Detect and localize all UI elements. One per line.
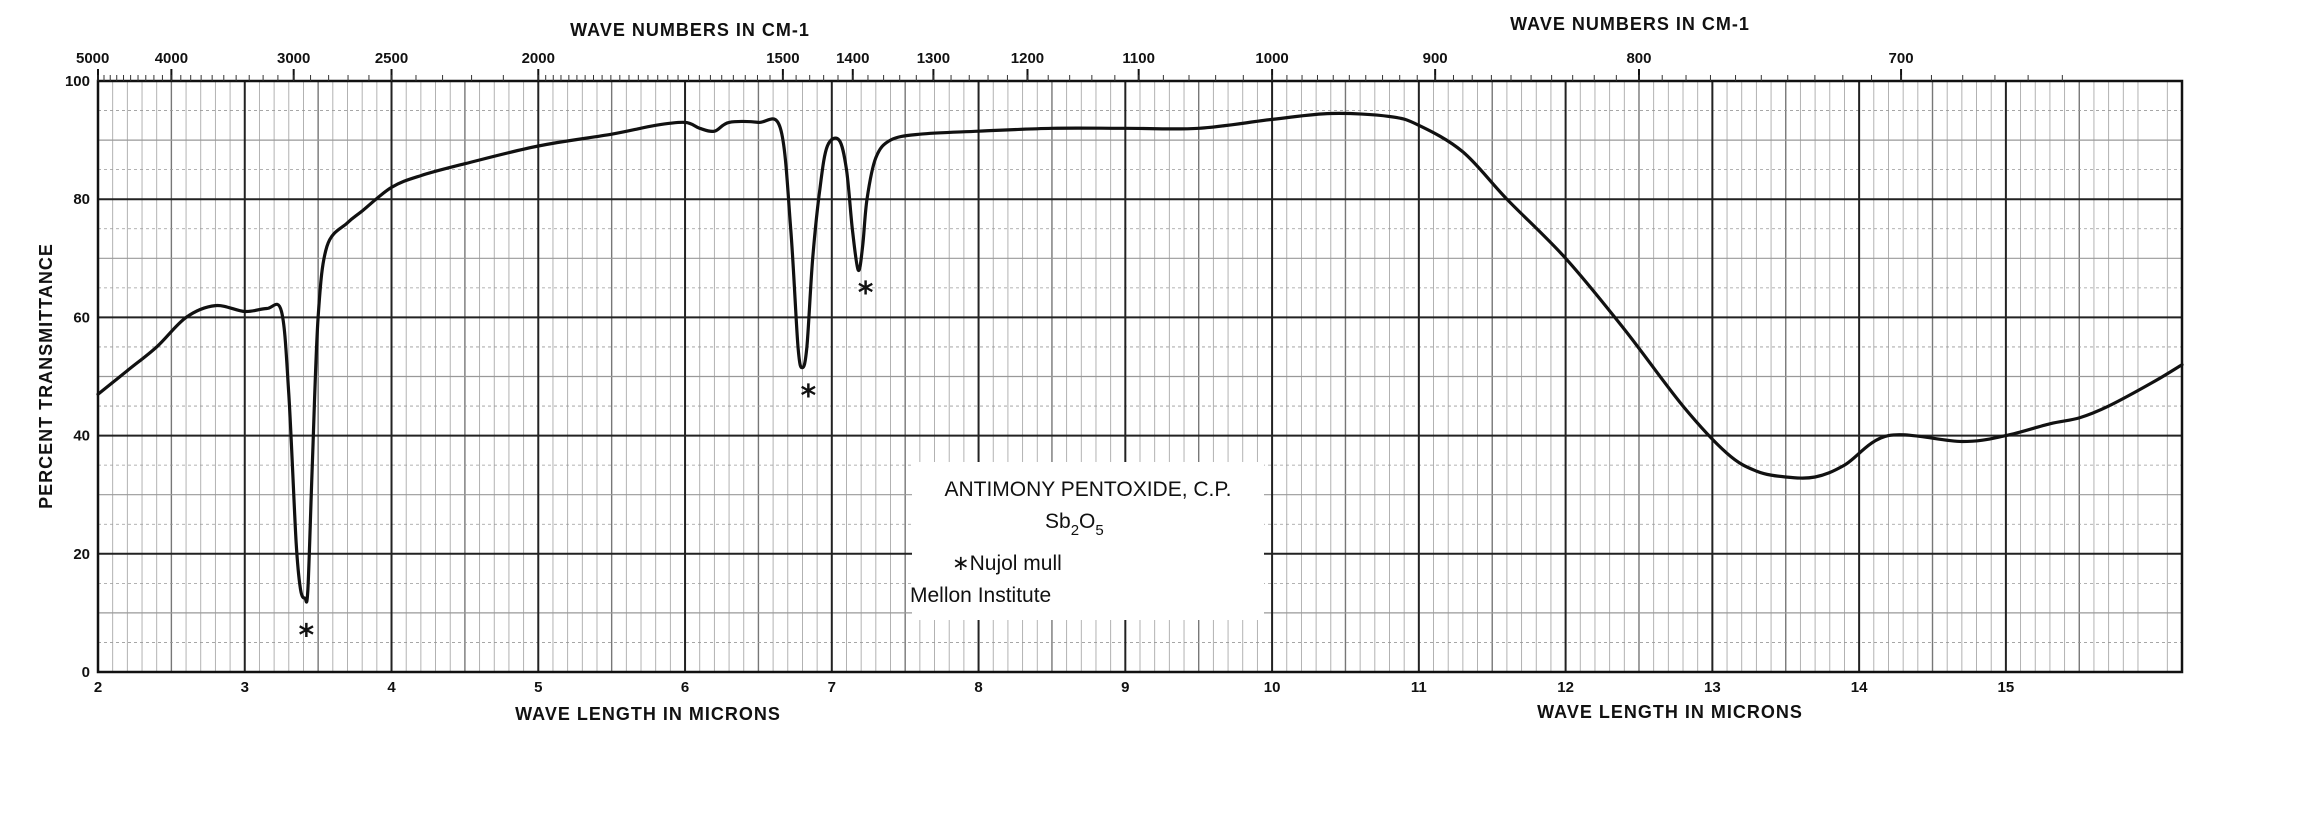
wavenumber-tick-labels: 5000 4000 3000 2500 2000 1500 1400 1300 1200 1100…: [76, 50, 1914, 67]
x-tick-label: 2: [94, 679, 102, 696]
y-tick-label: 100: [65, 73, 90, 90]
x-axis-title-right: WAVE LENGTH IN MICRONS: [1537, 702, 1803, 722]
x-tick-label: 6: [681, 679, 689, 696]
annotation-formula: Sb2O5: [1045, 510, 1104, 539]
top-axis-title-right: WAVE NUMBERS IN CM-1: [1510, 14, 1750, 34]
x-tick-label: 13: [1704, 679, 1721, 696]
x-axis-title-left: WAVE LENGTH IN MICRONS: [515, 704, 781, 724]
wavenumber-tick-label: 1000: [1255, 50, 1288, 67]
x-tick-label: 7: [828, 679, 836, 696]
y-tick-labels: 0 20 40 60 80 100: [65, 73, 90, 681]
annotation-background: [912, 462, 1264, 620]
spectrum-line: [96, 111, 2184, 604]
x-tick-label: 4: [387, 679, 396, 696]
wavenumber-tick-label: 4000: [155, 50, 188, 67]
plot-frame: [96, 79, 2184, 674]
wavenumber-tick-label: 1200: [1011, 50, 1044, 67]
annotation-compound-name: ANTIMONY PENTOXIDE, C.P.: [944, 478, 1231, 501]
x-tick-label: 15: [1998, 679, 2015, 696]
x-tick-label: 9: [1121, 679, 1129, 696]
wavenumber-tick-label: 800: [1626, 50, 1651, 67]
band-marker: *: [299, 619, 315, 654]
wavenumber-tick-label: 5000: [76, 50, 109, 67]
annotation-nujol-note: ∗Nujol mull: [952, 552, 1062, 575]
y-tick-label: 40: [73, 428, 90, 445]
x-tick-labels: 2 3 4 5 6 7 8 9 10 11 12 13 14 15: [94, 679, 2014, 696]
wavenumber-tick-label: 3000: [277, 50, 310, 67]
wavenumber-tick-label: 1100: [1122, 50, 1155, 67]
formula-sb: Sb: [1045, 510, 1071, 533]
wavenumber-tick-label: 2500: [375, 50, 408, 67]
wavenumber-tick-label: 2000: [522, 50, 555, 67]
y-axis-title: PERCENT TRANSMITTANCE: [36, 243, 56, 509]
chart-grid: [97, 81, 2183, 672]
x-tick-label: 3: [241, 679, 249, 696]
wavenumber-tick-label: 900: [1423, 50, 1448, 67]
band-markers: * * *: [299, 276, 874, 654]
x-tick-label: 8: [974, 679, 982, 696]
formula-sub-5: 5: [1095, 522, 1103, 539]
formula-o: O: [1079, 510, 1095, 533]
x-tick-label: 10: [1264, 679, 1281, 696]
wavenumber-tick-label: 1300: [917, 50, 950, 67]
y-tick-label: 60: [73, 309, 90, 326]
x-tick-label: 12: [1557, 679, 1574, 696]
x-tick-label: 11: [1411, 679, 1427, 696]
tick-marks: [97, 69, 2063, 81]
x-tick-label: 5: [534, 679, 542, 696]
x-tick-label: 14: [1851, 679, 1868, 696]
band-marker: *: [800, 379, 816, 414]
wavenumber-tick-label: 700: [1889, 50, 1914, 67]
y-tick-label: 20: [73, 546, 90, 563]
formula-sub-2: 2: [1071, 522, 1079, 539]
y-tick-label: 80: [73, 191, 90, 208]
annotation-source: Mellon Institute: [910, 584, 1051, 607]
wavenumber-tick-label: 1400: [836, 50, 869, 67]
band-marker: *: [858, 276, 874, 311]
wavenumber-tick-label: 1500: [766, 50, 799, 67]
top-axis-title-left: WAVE NUMBERS IN CM-1: [570, 20, 810, 40]
annotation-box: ANTIMONY PENTOXIDE, C.P. Sb2O5 ∗Nujol mu…: [910, 462, 1264, 620]
y-tick-label: 0: [82, 664, 90, 681]
